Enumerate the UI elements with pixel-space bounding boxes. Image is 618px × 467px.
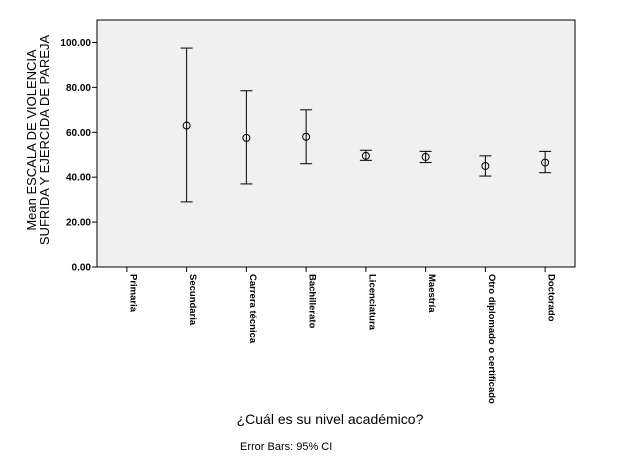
y-tick-label: 100.00 [60,38,91,49]
mean-point [302,132,311,141]
y-tick-label: 20.00 [66,218,91,229]
x-axis-label: ¿Cuál es su nivel académico? [237,411,424,427]
x-tick-label: Primaria [127,274,138,313]
y-axis-label-line1: Mean ESCALA DE VIOLENCIA [24,49,39,231]
mean-point [361,151,370,160]
x-tick-label: Doctorado [546,274,557,322]
error-bars-note: Error Bars: 95% CI [240,441,332,453]
plot-area [96,19,576,268]
y-axis-label-line2: SUFRIDA Y EJERCIDA DE PAREJA [37,35,52,246]
y-tick-label: 40.00 [66,173,91,184]
mean-point [481,161,490,170]
x-tick-label: Otro diplomado o certificado [486,274,497,404]
x-axis: Primaria Secundaria Carrera técnica Bachill… [126,267,557,404]
mean-point [242,133,251,142]
y-tick-label: 80.00 [66,83,91,94]
y-tick-label: 60.00 [66,128,91,139]
x-tick-label: Maestría [426,274,437,313]
x-tick-label: Bachillerato [307,274,318,329]
mean-point [182,121,191,130]
x-tick-label: Carrera técnica [247,274,258,344]
error-bars [180,47,552,203]
mean-point [421,152,430,161]
mean-point [541,158,550,167]
x-tick-label: Licenciatura [366,274,377,331]
x-tick-label: Secundaria [187,274,198,326]
y-axis: 0.00 20.00 40.00 60.00 80.00 100.00 [60,38,97,274]
y-tick-label: 0.00 [72,263,92,274]
